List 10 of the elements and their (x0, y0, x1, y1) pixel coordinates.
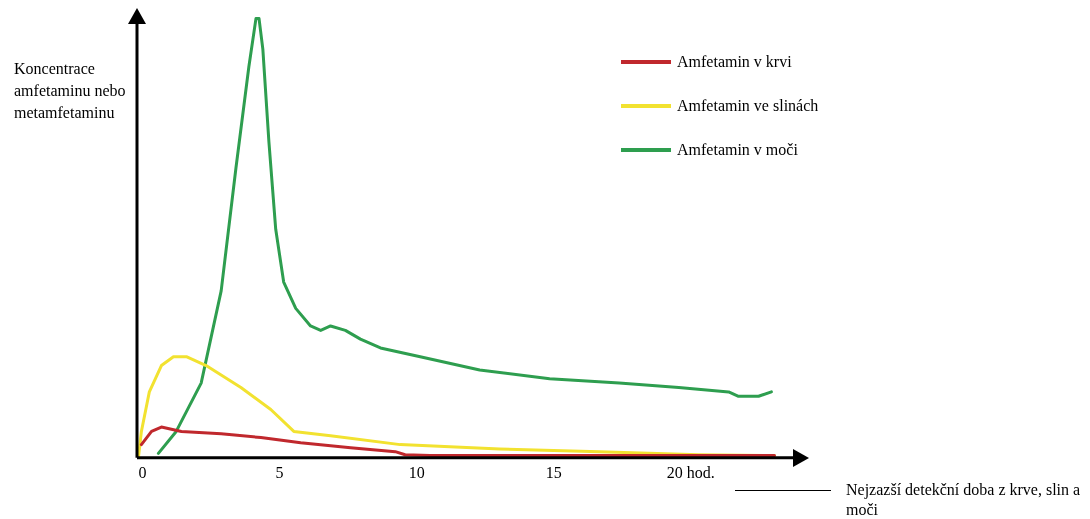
y-axis-title: Koncentrace amfetaminu nebo metamfetaminu (14, 59, 127, 123)
x-tick-label: 10 (408, 463, 425, 481)
x-axis-title: Nejzazší detekční doba z krve, slin a moči (846, 480, 1082, 519)
legend-label: Amfetamin v krvi (677, 53, 792, 71)
x-tick-label: 5 (275, 463, 284, 481)
legend-label: Amfetamin v moči (677, 141, 798, 159)
legend-label: Amfetamin ve slinách (677, 97, 819, 115)
x-tick-label: 20 hod. (666, 463, 715, 481)
x-tick-label: 0 (138, 463, 147, 481)
x-tick-label: 15 (545, 463, 562, 481)
